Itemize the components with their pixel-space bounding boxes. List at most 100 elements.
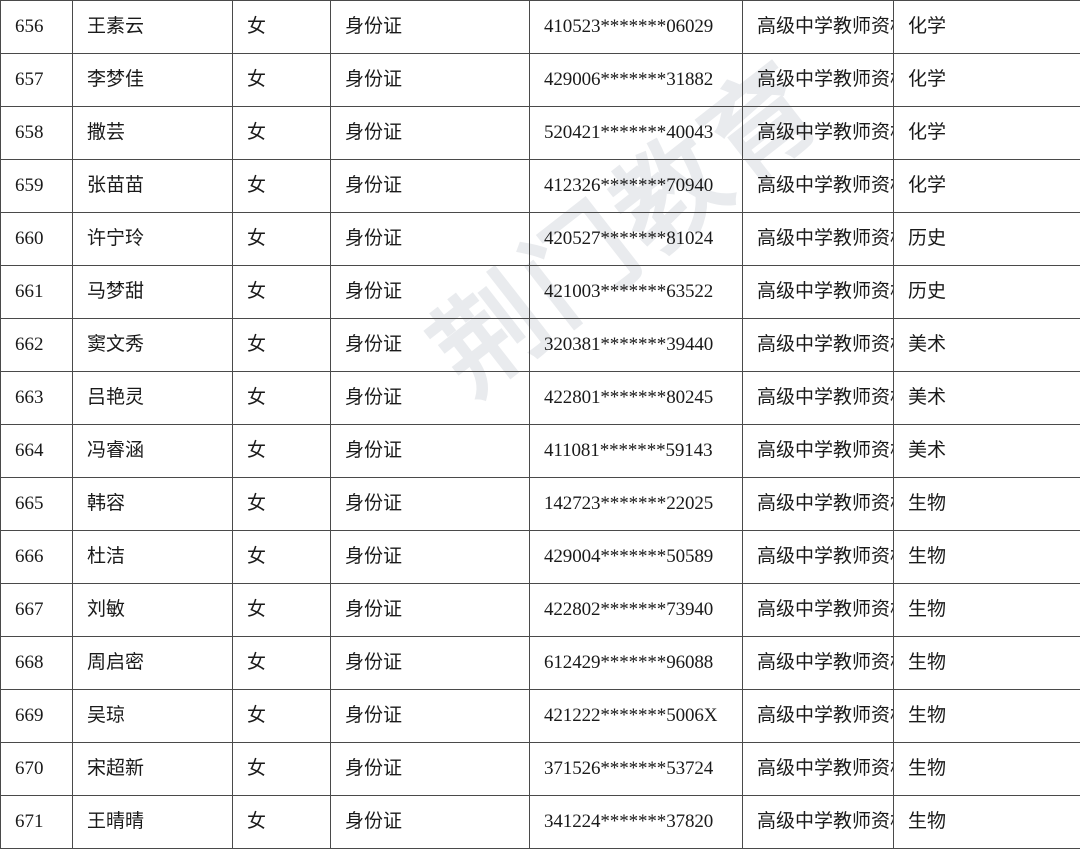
cell-sequence-number: 662 bbox=[1, 319, 73, 372]
cell-sequence-number: 668 bbox=[1, 637, 73, 690]
cell-qualification-type: 高级中学教师资格 bbox=[743, 372, 894, 425]
cell-subject: 美术 bbox=[894, 319, 1080, 372]
cell-qualification-type: 高级中学教师资格 bbox=[743, 584, 894, 637]
cell-applicant-name: 马梦甜 bbox=[73, 266, 233, 319]
cell-subject: 美术 bbox=[894, 372, 1080, 425]
table-row: 661马梦甜女身份证421003*******63522高级中学教师资格历史20… bbox=[1, 266, 1080, 319]
cell-sequence-number: 663 bbox=[1, 372, 73, 425]
cell-qualification-type: 高级中学教师资格 bbox=[743, 425, 894, 478]
table-row: 660许宁玲女身份证420527*******81024高级中学教师资格历史20… bbox=[1, 213, 1080, 266]
cell-gender: 女 bbox=[233, 690, 331, 743]
cell-applicant-name: 韩容 bbox=[73, 478, 233, 531]
cell-sequence-number: 659 bbox=[1, 160, 73, 213]
cell-applicant-name: 王素云 bbox=[73, 1, 233, 54]
cell-id-document-type: 身份证 bbox=[331, 372, 530, 425]
cell-id-document-number: 421003*******63522 bbox=[530, 266, 743, 319]
cell-applicant-name: 刘敏 bbox=[73, 584, 233, 637]
cell-applicant-name: 周启密 bbox=[73, 637, 233, 690]
cell-qualification-type: 高级中学教师资格 bbox=[743, 478, 894, 531]
cell-sequence-number: 664 bbox=[1, 425, 73, 478]
cell-sequence-number: 661 bbox=[1, 266, 73, 319]
cell-subject: 生物 bbox=[894, 796, 1080, 849]
cell-id-document-type: 身份证 bbox=[331, 319, 530, 372]
cell-qualification-type: 高级中学教师资格 bbox=[743, 796, 894, 849]
cell-subject: 生物 bbox=[894, 478, 1080, 531]
cell-qualification-type: 高级中学教师资格 bbox=[743, 319, 894, 372]
table-row: 667刘敏女身份证422802*******73940高级中学教师资格生物202… bbox=[1, 584, 1080, 637]
cell-gender: 女 bbox=[233, 425, 331, 478]
cell-id-document-number: 420527*******81024 bbox=[530, 213, 743, 266]
cell-sequence-number: 670 bbox=[1, 743, 73, 796]
cell-gender: 女 bbox=[233, 54, 331, 107]
cell-id-document-type: 身份证 bbox=[331, 425, 530, 478]
cell-subject: 生物 bbox=[894, 690, 1080, 743]
cell-subject: 生物 bbox=[894, 531, 1080, 584]
table-row: 656王素云女身份证410523*******06029高级中学教师资格化学20… bbox=[1, 1, 1080, 54]
cell-qualification-type: 高级中学教师资格 bbox=[743, 531, 894, 584]
table-row: 668周启密女身份证612429*******96088高级中学教师资格生物20… bbox=[1, 637, 1080, 690]
cell-applicant-name: 撒芸 bbox=[73, 107, 233, 160]
cell-applicant-name: 许宁玲 bbox=[73, 213, 233, 266]
table-row: 665韩容女身份证142723*******22025高级中学教师资格生物202… bbox=[1, 478, 1080, 531]
cell-id-document-type: 身份证 bbox=[331, 796, 530, 849]
cell-id-document-type: 身份证 bbox=[331, 1, 530, 54]
cell-id-document-number: 410523*******06029 bbox=[530, 1, 743, 54]
cell-id-document-number: 422802*******73940 bbox=[530, 584, 743, 637]
cell-gender: 女 bbox=[233, 160, 331, 213]
cell-id-document-type: 身份证 bbox=[331, 743, 530, 796]
cell-id-document-number: 612429*******96088 bbox=[530, 637, 743, 690]
cell-id-document-type: 身份证 bbox=[331, 160, 530, 213]
cell-gender: 女 bbox=[233, 266, 331, 319]
cell-gender: 女 bbox=[233, 1, 331, 54]
table-row: 663吕艳灵女身份证422801*******80245高级中学教师资格美术20… bbox=[1, 372, 1080, 425]
cell-subject: 历史 bbox=[894, 266, 1080, 319]
cell-gender: 女 bbox=[233, 743, 331, 796]
cell-gender: 女 bbox=[233, 796, 331, 849]
cell-id-document-number: 520421*******40043 bbox=[530, 107, 743, 160]
cell-id-document-number: 412326*******70940 bbox=[530, 160, 743, 213]
cell-applicant-name: 吕艳灵 bbox=[73, 372, 233, 425]
cell-qualification-type: 高级中学教师资格 bbox=[743, 637, 894, 690]
cell-gender: 女 bbox=[233, 372, 331, 425]
cell-sequence-number: 656 bbox=[1, 1, 73, 54]
table-row: 671王晴晴女身份证341224*******37820高级中学教师资格生物20… bbox=[1, 796, 1080, 849]
cell-sequence-number: 666 bbox=[1, 531, 73, 584]
cell-applicant-name: 张苗苗 bbox=[73, 160, 233, 213]
cell-id-document-number: 142723*******22025 bbox=[530, 478, 743, 531]
table-row: 669吴琼女身份证421222*******5006X高级中学教师资格生物202… bbox=[1, 690, 1080, 743]
cell-subject: 化学 bbox=[894, 160, 1080, 213]
cell-id-document-number: 320381*******39440 bbox=[530, 319, 743, 372]
cell-subject: 化学 bbox=[894, 107, 1080, 160]
table-row: 662窦文秀女身份证320381*******39440高级中学教师资格美术20… bbox=[1, 319, 1080, 372]
cell-subject: 化学 bbox=[894, 1, 1080, 54]
cell-id-document-type: 身份证 bbox=[331, 637, 530, 690]
cell-subject: 生物 bbox=[894, 584, 1080, 637]
table-row: 657李梦佳女身份证429006*******31882高级中学教师资格化学20… bbox=[1, 54, 1080, 107]
cell-gender: 女 bbox=[233, 107, 331, 160]
cell-subject: 生物 bbox=[894, 637, 1080, 690]
cell-applicant-name: 王晴晴 bbox=[73, 796, 233, 849]
cell-subject: 化学 bbox=[894, 54, 1080, 107]
cell-id-document-type: 身份证 bbox=[331, 213, 530, 266]
cell-id-document-number: 411081*******59143 bbox=[530, 425, 743, 478]
cell-qualification-type: 高级中学教师资格 bbox=[743, 1, 894, 54]
cell-id-document-type: 身份证 bbox=[331, 531, 530, 584]
cell-id-document-number: 371526*******53724 bbox=[530, 743, 743, 796]
cell-applicant-name: 窦文秀 bbox=[73, 319, 233, 372]
cell-id-document-number: 429004*******50589 bbox=[530, 531, 743, 584]
cell-qualification-type: 高级中学教师资格 bbox=[743, 743, 894, 796]
table-row: 664冯睿涵女身份证411081*******59143高级中学教师资格美术20… bbox=[1, 425, 1080, 478]
cell-gender: 女 bbox=[233, 213, 331, 266]
cell-qualification-type: 高级中学教师资格 bbox=[743, 690, 894, 743]
cell-id-document-number: 422801*******80245 bbox=[530, 372, 743, 425]
cell-applicant-name: 李梦佳 bbox=[73, 54, 233, 107]
cell-id-document-type: 身份证 bbox=[331, 690, 530, 743]
cell-gender: 女 bbox=[233, 319, 331, 372]
cell-qualification-type: 高级中学教师资格 bbox=[743, 54, 894, 107]
cell-subject: 生物 bbox=[894, 743, 1080, 796]
table-row: 666杜洁女身份证429004*******50589高级中学教师资格生物202… bbox=[1, 531, 1080, 584]
cell-id-document-type: 身份证 bbox=[331, 107, 530, 160]
table-row: 658撒芸女身份证520421*******40043高级中学教师资格化学202… bbox=[1, 107, 1080, 160]
